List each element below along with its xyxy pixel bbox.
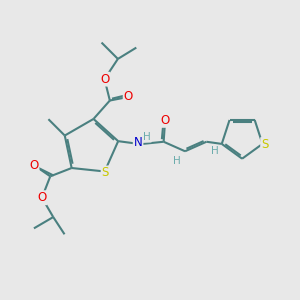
Text: O: O [37,191,46,204]
Text: O: O [160,114,170,127]
Text: H: H [211,146,219,156]
Text: O: O [29,158,38,172]
Text: H: H [143,132,151,142]
Text: H: H [173,156,181,166]
Text: O: O [124,91,133,103]
Text: S: S [261,138,268,151]
Text: N: N [134,136,142,149]
Text: O: O [100,73,109,85]
Text: S: S [102,167,109,179]
